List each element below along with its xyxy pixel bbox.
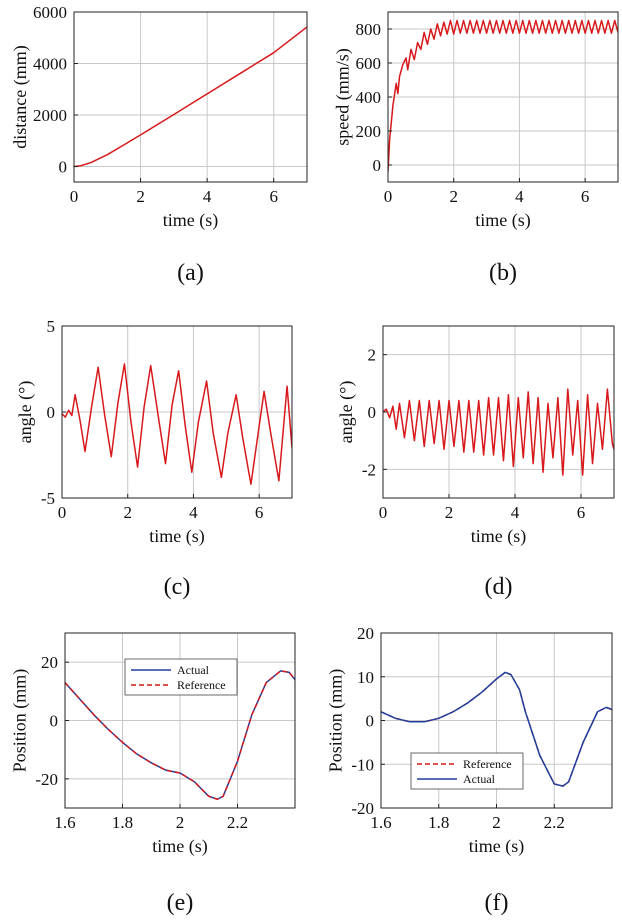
y-tick-label: 400 bbox=[356, 88, 382, 107]
x-axis-label: time (s) bbox=[149, 526, 205, 547]
x-axis-label: time (s) bbox=[471, 526, 527, 547]
x-tick-label: 6 bbox=[581, 187, 590, 206]
x-tick-label: 2 bbox=[492, 813, 501, 832]
y-tick-label: 2000 bbox=[33, 106, 67, 125]
legend-box bbox=[124, 658, 238, 696]
x-tick-label: 6 bbox=[255, 503, 264, 522]
series-line-actual bbox=[381, 671, 612, 787]
y-tick-label: -20 bbox=[351, 799, 374, 818]
panel-label: (b) bbox=[489, 260, 517, 286]
x-tick-label: 4 bbox=[511, 503, 520, 522]
x-tick-label: 6 bbox=[269, 187, 278, 206]
x-tick-label: 0 bbox=[379, 503, 388, 522]
y-tick-label: 0 bbox=[373, 156, 382, 175]
y-axis-label: Position (mm) bbox=[10, 669, 31, 773]
x-tick-label: 2.2 bbox=[544, 813, 565, 832]
x-tick-label: 1.6 bbox=[370, 813, 391, 832]
x-tick-label: 0 bbox=[384, 187, 393, 206]
x-axis-label: time (s) bbox=[152, 836, 208, 857]
y-axis-label: speed (mm/s) bbox=[333, 48, 354, 145]
legend-entry: Actual bbox=[177, 663, 210, 677]
y-axis-label: angle (°) bbox=[15, 381, 36, 444]
series-line-1 bbox=[74, 26, 307, 168]
chart-panel-f: 1.6 1.8 2 2.2 -20 -10 0 10 20 time (s) Position (m… bbox=[326, 624, 613, 916]
series-line-1 bbox=[388, 19, 618, 172]
panel-label: (a) bbox=[177, 260, 204, 286]
legend-entry: Reference bbox=[177, 678, 226, 692]
y-tick-label: 0 bbox=[366, 712, 375, 731]
x-tick-label: 1.6 bbox=[54, 813, 75, 832]
y-tick-label: 20 bbox=[41, 653, 58, 672]
panel-label: (d) bbox=[485, 574, 513, 600]
y-tick-label: -5 bbox=[41, 489, 55, 508]
y-tick-label: 800 bbox=[356, 20, 382, 39]
x-tick-label: 6 bbox=[577, 503, 586, 522]
x-tick-label: 2 bbox=[176, 813, 185, 832]
y-tick-label: 4000 bbox=[33, 55, 67, 74]
chart-panel-e: 1.6 1.8 2 2.2 -20 0 20 time (s) Position (mm) Act… bbox=[10, 632, 296, 916]
legend-box bbox=[410, 752, 524, 790]
y-tick-label: 0 bbox=[59, 158, 68, 177]
y-tick-label: -2 bbox=[362, 460, 376, 479]
y-tick-label: -20 bbox=[35, 770, 58, 789]
x-tick-label: 0 bbox=[70, 187, 79, 206]
y-axis-label: Position (mm) bbox=[326, 669, 347, 773]
y-tick-label: 2 bbox=[368, 346, 377, 365]
legend-entry: Actual bbox=[463, 772, 496, 786]
panel-label: (c) bbox=[164, 574, 191, 600]
x-tick-label: 1.8 bbox=[112, 813, 133, 832]
panel-label: (e) bbox=[167, 890, 194, 916]
y-tick-label: 5 bbox=[47, 317, 56, 336]
y-tick-label: 20 bbox=[357, 624, 374, 643]
y-axis-label: angle (°) bbox=[336, 381, 357, 444]
y-axis-label: distance (mm) bbox=[10, 45, 31, 148]
y-tick-label: 0 bbox=[50, 712, 59, 731]
y-tick-label: 0 bbox=[368, 403, 377, 422]
x-tick-label: 1.8 bbox=[428, 813, 449, 832]
chart-panel-d: 0 2 4 6 -2 0 2 time (s) angle (°) (d) bbox=[336, 325, 615, 600]
axes-frame bbox=[73, 11, 308, 183]
panel-label: (f) bbox=[485, 890, 509, 916]
series-line-1 bbox=[62, 363, 292, 485]
x-axis-label: time (s) bbox=[475, 210, 531, 231]
x-tick-label: 2 bbox=[449, 187, 458, 206]
x-tick-label: 4 bbox=[203, 187, 212, 206]
x-tick-label: 0 bbox=[58, 503, 67, 522]
y-tick-label: 10 bbox=[357, 668, 374, 687]
x-axis-label: time (s) bbox=[163, 210, 219, 231]
x-axis-label: time (s) bbox=[469, 836, 525, 857]
y-tick-label: 200 bbox=[356, 122, 382, 141]
x-tick-label: 2 bbox=[136, 187, 145, 206]
chart-panel-b: 0 2 4 6 0 200 400 600 800 time (s) speed (mm/s) (b) bbox=[333, 11, 619, 286]
series-line-reference bbox=[65, 670, 295, 800]
y-tick-label: 0 bbox=[47, 403, 56, 422]
y-tick-label: 6000 bbox=[33, 3, 67, 22]
chart-panel-a: 0 2 4 6 0 2000 4000 6000 time (s) distance (mm) (a… bbox=[10, 3, 308, 286]
y-tick-label: -10 bbox=[351, 755, 374, 774]
x-tick-label: 2 bbox=[123, 503, 132, 522]
x-tick-label: 4 bbox=[189, 503, 198, 522]
legend-entry: Reference bbox=[463, 757, 512, 771]
series-line-1 bbox=[383, 388, 614, 476]
x-tick-label: 4 bbox=[515, 187, 524, 206]
x-tick-label: 2.2 bbox=[227, 813, 248, 832]
y-tick-label: 600 bbox=[356, 54, 382, 73]
x-tick-label: 2 bbox=[445, 503, 454, 522]
